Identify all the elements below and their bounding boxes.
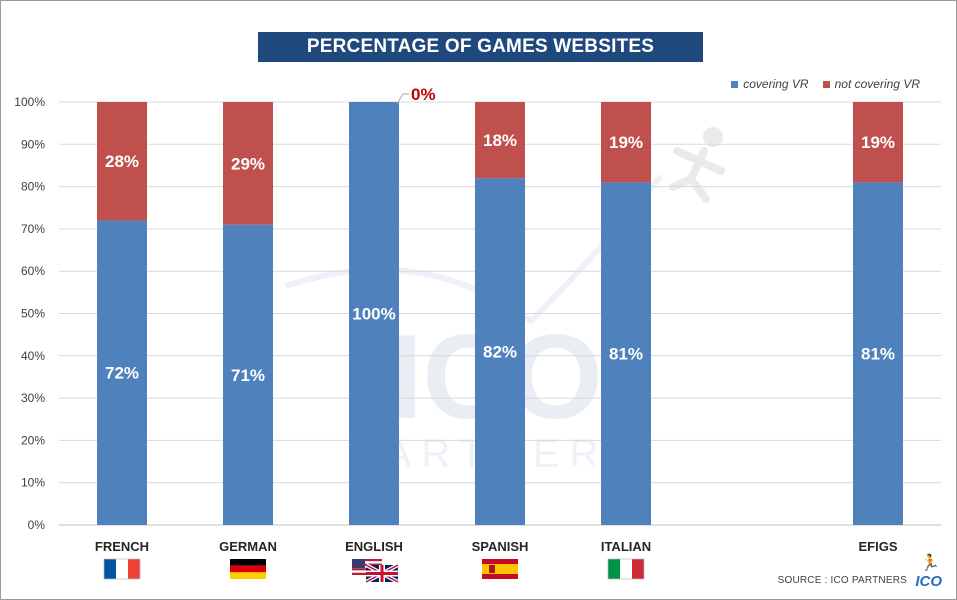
data-label-not-covering: 0% — [411, 85, 436, 104]
bar-not-covering — [853, 102, 903, 183]
y-tick-label: 10% — [21, 476, 45, 490]
zero-label-leader — [396, 93, 409, 105]
data-label-covering: 100% — [352, 305, 395, 324]
watermark-runner-head — [703, 127, 723, 147]
legend: covering VR not covering VR — [731, 77, 920, 91]
y-tick-label: 30% — [21, 391, 45, 405]
flag-germany-icon — [230, 559, 266, 579]
category-label: ITALIAN — [601, 539, 651, 554]
brand-logo: ICO — [915, 573, 942, 590]
bar-covering — [853, 182, 903, 525]
category-label: EFIGS — [858, 539, 897, 554]
bar-not-covering — [601, 102, 651, 183]
source-note: SOURCE : ICO PARTNERS — [777, 575, 907, 586]
y-tick-label: 90% — [21, 137, 45, 151]
flag-france-icon — [103, 558, 141, 580]
bar-not-covering — [223, 102, 273, 225]
legend-swatch-not-covering — [822, 80, 830, 88]
flag-spain-icon — [482, 559, 518, 579]
data-label-covering: 81% — [609, 345, 643, 364]
y-tick-label: 60% — [21, 264, 45, 278]
category-label: GERMAN — [219, 539, 277, 554]
bar-covering — [475, 178, 525, 525]
data-label-not-covering: 19% — [861, 133, 895, 152]
category-label: ENGLISH — [345, 539, 403, 554]
runner-icon: 🏃 — [920, 555, 940, 572]
bar-not-covering — [475, 102, 525, 179]
chart-title: PERCENTAGE OF GAMES WEBSITES COVERING VR — [258, 32, 703, 87]
data-label-covering: 82% — [483, 343, 517, 362]
legend-label-not-covering: not covering VR — [834, 77, 920, 91]
y-tick-label: 20% — [21, 433, 45, 447]
legend-item-covering: covering VR — [731, 77, 809, 91]
bar-covering — [223, 224, 273, 526]
data-label-not-covering: 28% — [105, 152, 139, 171]
data-label-covering: 81% — [861, 345, 895, 364]
watermark-runner-body — [669, 147, 725, 203]
bar-covering — [601, 182, 651, 525]
data-label-covering: 71% — [231, 366, 265, 385]
legend-item-not-covering: not covering VR — [822, 77, 920, 91]
bar-not-covering — [97, 102, 147, 221]
legend-label-covering: covering VR — [743, 77, 809, 91]
flag-uk-icon — [365, 563, 399, 584]
data-label-not-covering: 29% — [231, 154, 265, 173]
category-label: SPANISH — [472, 539, 529, 554]
y-tick-label: 100% — [14, 95, 45, 109]
y-tick-label: 70% — [21, 222, 45, 236]
bar-covering — [349, 102, 399, 525]
data-label-covering: 72% — [105, 364, 139, 383]
y-tick-label: 40% — [21, 349, 45, 363]
y-tick-label: 50% — [21, 307, 45, 321]
data-label-not-covering: 18% — [483, 131, 517, 150]
category-label: FRENCH — [95, 539, 149, 554]
y-tick-label: 0% — [28, 518, 46, 532]
flag-italy-icon — [607, 558, 645, 580]
bar-covering — [97, 220, 147, 525]
y-tick-label: 80% — [21, 180, 45, 194]
data-label-not-covering: 19% — [609, 133, 643, 152]
legend-swatch-covering — [731, 80, 739, 88]
